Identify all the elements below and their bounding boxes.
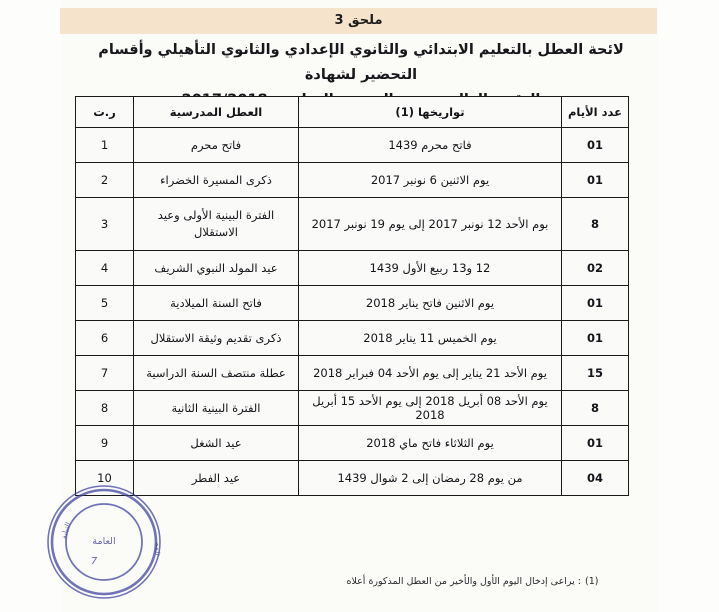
cell-holiday-name: عيد الشغل <box>133 425 299 461</box>
cell-index: 3 <box>75 197 134 251</box>
footnote-text: : يراعى إدخال اليوم الأول والأخير من الع… <box>346 576 582 587</box>
table-body: 01 فاتح محرم 1439 فاتح محرم 1 01 يوم الاثنين … <box>75 127 629 496</box>
footnote-marker: (1) <box>585 576 599 587</box>
cell-dates: يوم الاثنين 6 نونبر 2017 <box>298 162 562 198</box>
footnote: (1): يراعى إدخال اليوم الأول والأخير من … <box>300 576 645 587</box>
table-row: 15 يوم الأحد 21 يناير إلى يوم الأحد 04 فب… <box>75 355 629 391</box>
table-row: 04 من يوم 28 رمضان إلى 2 شوال 1439 عيد الف… <box>75 460 629 496</box>
cell-dates: 12 و13 ربيع الأول 1439 <box>298 250 562 286</box>
column-header-name: العطل المدرسية <box>133 96 299 128</box>
cell-days: 01 <box>561 320 629 356</box>
cell-index: 10 <box>75 460 134 496</box>
cell-holiday-name: الفترة البينية الثانية <box>133 390 299 426</box>
cell-dates: فاتح محرم 1439 <box>298 127 562 163</box>
cell-holiday-name: ذكرى المسيرة الخضراء <box>133 162 299 198</box>
cell-dates: من يوم 28 رمضان إلى 2 شوال 1439 <box>298 460 562 496</box>
cell-index: 5 <box>75 285 134 321</box>
table-row: 01 يوم الاثنين 6 نونبر 2017 ذكرى المسيرة ا… <box>75 162 629 198</box>
table-row: 01 يوم الاثنين فاتح يناير 2018 فاتح السنة … <box>75 285 629 321</box>
cell-dates: يوم الثلاثاء فاتح ماي 2018 <box>298 425 562 461</box>
cell-dates: بوم الأحد 12 نونبر 2017 إلى يوم 19 نونبر… <box>298 197 562 251</box>
cell-index: 1 <box>75 127 134 163</box>
cell-index: 4 <box>75 250 134 286</box>
cell-days: 01 <box>561 162 629 198</box>
cell-days: 01 <box>561 285 629 321</box>
column-header-dates: تواريخها (1) <box>298 96 562 128</box>
cell-index: 9 <box>75 425 134 461</box>
cell-days: 02 <box>561 250 629 286</box>
table-row: 01 فاتح محرم 1439 فاتح محرم 1 <box>75 127 629 163</box>
cell-holiday-name: عيد الفطر <box>133 460 299 496</box>
cell-index: 8 <box>75 390 134 426</box>
table-row: 01 يوم الخميس 11 يناير 2018 ذكرى تقديم وثي… <box>75 320 629 356</box>
cell-dates: يوم الأحد 08 أبريل 2018 إلى يوم الأحد 15… <box>298 390 562 426</box>
table-row: 01 يوم الثلاثاء فاتح ماي 2018 عيد الشغل 9 <box>75 425 629 461</box>
cell-days: 01 <box>561 127 629 163</box>
table-row: 8 بوم الأحد 12 نونبر 2017 إلى يوم 19 نونب… <box>75 197 629 251</box>
cell-days: 8 <box>561 197 629 251</box>
cell-holiday-name: فاتح محرم <box>133 127 299 163</box>
cell-dates: يوم الاثنين فاتح يناير 2018 <box>298 285 562 321</box>
column-header-num: ر.ت <box>75 96 134 128</box>
cell-holiday-name: الفترة البينية الأولى وعيد الاستقلال <box>133 197 299 251</box>
cell-holiday-name: ذكرى تقديم وثيقة الاستقلال <box>133 320 299 356</box>
cell-holiday-name: فاتح السنة الميلادية <box>133 285 299 321</box>
cell-index: 7 <box>75 355 134 391</box>
cell-days: 8 <box>561 390 629 426</box>
table-row: 8 يوم الأحد 08 أبريل 2018 إلى يوم الأحد 1… <box>75 390 629 426</box>
cell-holiday-name: عيد المولد النبوي الشريف <box>133 250 299 286</box>
annex-band: ملحق 3 <box>60 8 657 34</box>
cell-dates: يوم الخميس 11 يناير 2018 <box>298 320 562 356</box>
title-line-1: لائحة العطل بالتعليم الابتدائي والثانوي … <box>98 42 624 83</box>
table-row: 02 12 و13 ربيع الأول 1439 عيد المولد النبو… <box>75 250 629 286</box>
cell-days: 01 <box>561 425 629 461</box>
column-header-days: عدد الأيام <box>561 96 629 128</box>
table-header-row: عدد الأيام تواريخها (1) العطل المدرسية ر… <box>75 96 629 128</box>
cell-days: 04 <box>561 460 629 496</box>
holidays-table: عدد الأيام تواريخها (1) العطل المدرسية ر… <box>75 96 629 496</box>
annex-label: ملحق 3 <box>334 13 383 28</box>
cell-index: 6 <box>75 320 134 356</box>
cell-days: 15 <box>561 355 629 391</box>
cell-index: 2 <box>75 162 134 198</box>
cell-dates: يوم الأحد 21 يناير إلى يوم الأحد 04 فبرا… <box>298 355 562 391</box>
cell-holiday-name: عطلة منتصف السنة الدراسية <box>133 355 299 391</box>
